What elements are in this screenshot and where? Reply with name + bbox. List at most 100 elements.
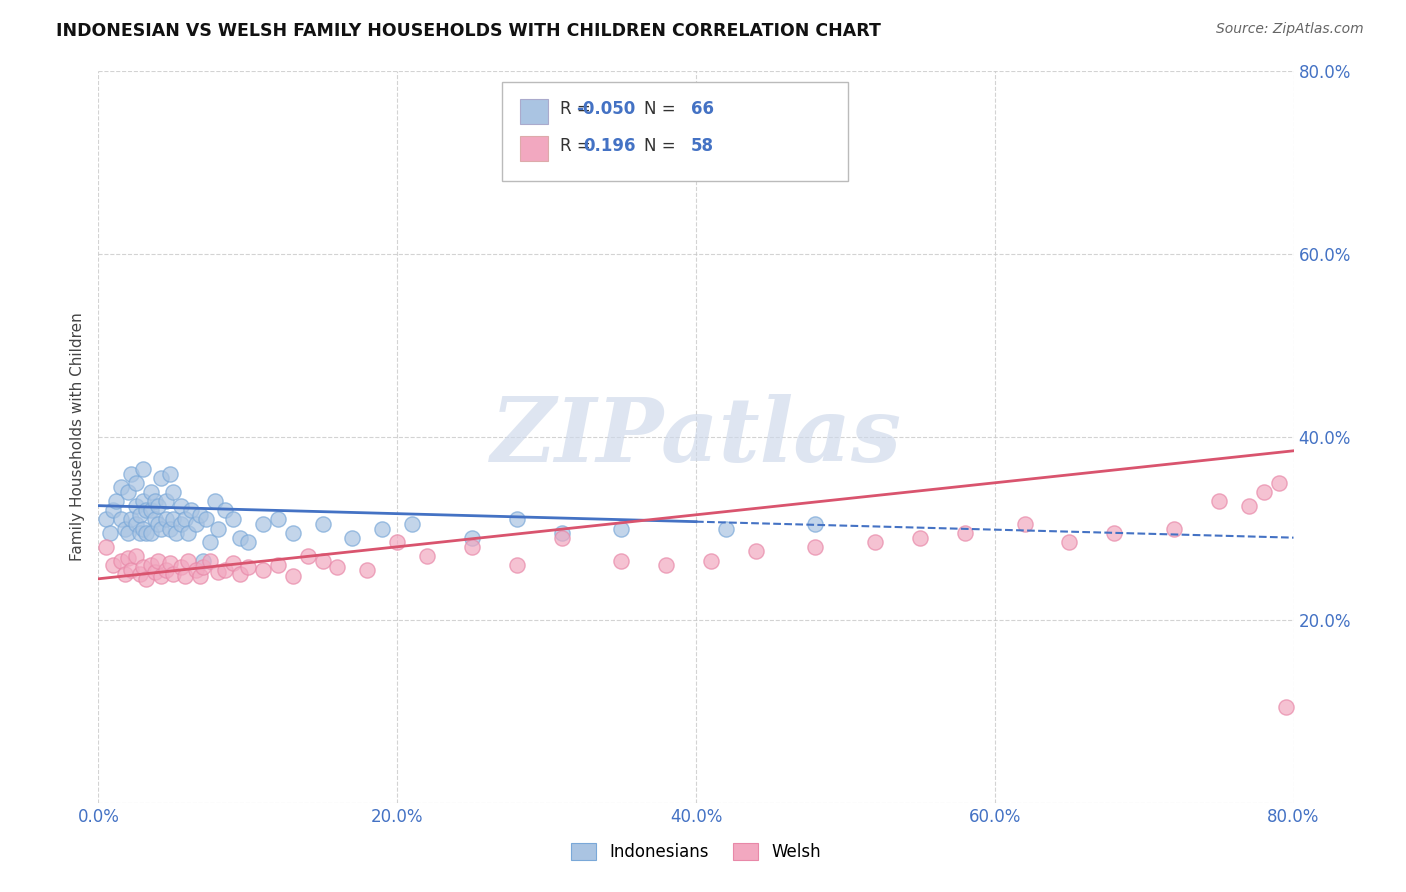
Point <box>356 563 378 577</box>
Point <box>229 531 252 545</box>
Point <box>148 553 170 567</box>
Point <box>281 526 304 541</box>
Point <box>865 535 887 549</box>
Point <box>143 566 166 580</box>
Point <box>132 494 155 508</box>
Point <box>125 549 148 563</box>
Point <box>139 485 162 500</box>
Point <box>148 516 170 531</box>
Point <box>416 549 439 563</box>
Point <box>804 516 827 531</box>
Point <box>371 521 394 535</box>
Point <box>1163 521 1185 535</box>
Y-axis label: Family Households with Children: Family Households with Children <box>69 313 84 561</box>
Point <box>110 553 132 567</box>
Point <box>155 563 177 577</box>
Point <box>125 516 148 531</box>
Text: 58: 58 <box>692 137 714 155</box>
Point <box>1014 516 1036 531</box>
Point <box>125 475 148 490</box>
Point <box>267 558 290 573</box>
Text: ZIPatlas: ZIPatlas <box>491 394 901 480</box>
Point <box>177 553 200 567</box>
Point <box>610 521 633 535</box>
Point <box>342 531 364 545</box>
Point <box>148 499 170 513</box>
Point <box>120 563 142 577</box>
Point <box>180 503 202 517</box>
Point <box>117 550 139 565</box>
Point <box>169 560 191 574</box>
Point <box>550 531 572 545</box>
Text: R =: R = <box>560 137 596 155</box>
Point <box>401 516 423 531</box>
Text: 0.196: 0.196 <box>583 137 636 155</box>
Text: R =: R = <box>560 100 596 118</box>
Point <box>135 572 157 586</box>
Point <box>103 558 125 573</box>
Point <box>222 556 245 570</box>
Point <box>165 526 187 541</box>
Point <box>204 494 226 508</box>
Point <box>139 503 162 517</box>
Point <box>191 560 214 574</box>
Point <box>132 521 155 535</box>
Point <box>110 480 132 494</box>
Point <box>143 512 166 526</box>
Point <box>159 467 181 481</box>
Point <box>103 503 125 517</box>
Point <box>229 567 252 582</box>
Legend: Indonesians, Welsh: Indonesians, Welsh <box>564 836 828 868</box>
Point <box>150 569 173 583</box>
Point <box>1104 526 1126 541</box>
Point <box>139 526 162 541</box>
Point <box>117 526 139 541</box>
Text: N =: N = <box>644 137 681 155</box>
Point <box>139 558 162 573</box>
Point <box>177 526 200 541</box>
Point <box>252 516 274 531</box>
Point <box>143 494 166 508</box>
Point <box>461 531 484 545</box>
Point <box>155 512 177 526</box>
Text: Source: ZipAtlas.com: Source: ZipAtlas.com <box>1216 22 1364 37</box>
Point <box>1208 494 1230 508</box>
Point <box>169 499 191 513</box>
Point <box>188 569 211 583</box>
Point <box>200 553 222 567</box>
Point <box>214 503 236 517</box>
Point <box>610 553 633 567</box>
Point <box>195 512 218 526</box>
Point <box>132 462 155 476</box>
Point <box>150 521 173 535</box>
Point <box>169 516 191 531</box>
Point <box>1059 535 1081 549</box>
Point <box>94 512 117 526</box>
Point <box>114 567 136 582</box>
Point <box>700 553 723 567</box>
Point <box>114 521 136 535</box>
Point <box>135 526 157 541</box>
Point <box>714 521 737 535</box>
Point <box>236 535 259 549</box>
Point <box>236 560 259 574</box>
Point <box>222 512 245 526</box>
Point <box>159 521 181 535</box>
Point <box>184 516 207 531</box>
Point <box>162 485 184 500</box>
Point <box>117 485 139 500</box>
Point <box>162 567 184 582</box>
Point <box>191 553 214 567</box>
Point <box>207 566 229 580</box>
Text: N =: N = <box>644 100 681 118</box>
Point <box>129 567 152 582</box>
Point <box>110 512 132 526</box>
Point <box>120 467 142 481</box>
Point <box>1267 475 1289 490</box>
Point <box>184 563 207 577</box>
Point <box>129 526 152 541</box>
Point <box>281 569 304 583</box>
Point <box>188 508 211 522</box>
Point <box>129 508 152 522</box>
Point <box>267 512 290 526</box>
